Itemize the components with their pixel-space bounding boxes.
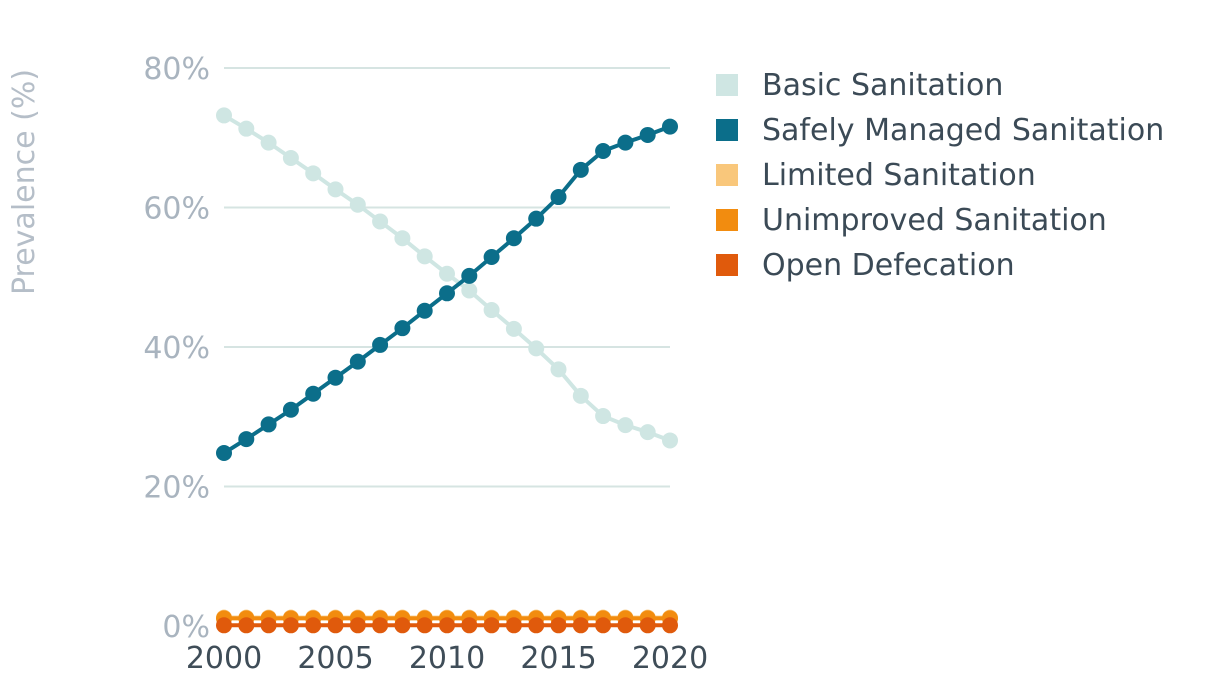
data-point: [372, 336, 389, 353]
data-point: [461, 617, 478, 634]
data-point: [394, 230, 411, 247]
data-point: [260, 134, 277, 151]
data-point: [238, 120, 255, 137]
data-point: [394, 320, 411, 337]
legend-item: Limited Sanitation: [716, 158, 1036, 193]
data-point: [639, 617, 656, 634]
data-point: [617, 617, 634, 634]
data-point: [528, 340, 545, 357]
data-point: [617, 134, 634, 151]
data-point: [572, 617, 589, 634]
data-point: [528, 210, 545, 227]
data-point: [595, 617, 612, 634]
data-point: [461, 282, 478, 299]
legend-swatch: [716, 74, 738, 96]
data-point: [349, 196, 366, 213]
data-point: [327, 181, 344, 198]
data-point: [595, 408, 612, 425]
data-point: [572, 161, 589, 178]
data-point: [327, 617, 344, 634]
series-basic-sanitation: [216, 107, 678, 449]
legend-label: Open Defecation: [762, 248, 1015, 283]
data-point: [282, 617, 299, 634]
series-layer: [216, 107, 678, 634]
data-point: [394, 617, 411, 634]
data-point: [595, 143, 612, 160]
data-point: [505, 617, 522, 634]
x-tick-label: 2015: [520, 641, 596, 676]
y-tick-label: 80%: [143, 52, 210, 87]
legend-swatch: [716, 209, 738, 231]
data-point: [572, 387, 589, 404]
legend-item: Unimproved Sanitation: [716, 203, 1107, 238]
data-point: [305, 165, 322, 182]
data-point: [528, 617, 545, 634]
data-point: [349, 617, 366, 634]
data-point: [349, 353, 366, 370]
data-point: [416, 248, 433, 265]
series-safely-managed-sanitation: [216, 118, 678, 462]
data-point: [483, 302, 500, 319]
x-tick-label: 2010: [409, 641, 485, 676]
data-point: [282, 149, 299, 166]
data-point: [639, 424, 656, 441]
x-tick-label: 2000: [186, 641, 262, 676]
legend-swatch: [716, 164, 738, 186]
data-point: [238, 431, 255, 448]
data-point: [550, 617, 567, 634]
y-tick-label: 0%: [162, 610, 210, 645]
data-point: [327, 369, 344, 386]
legend: Basic Sanitation Safely Managed Sanitatio…: [716, 68, 1164, 283]
x-tick-label: 2005: [297, 641, 373, 676]
data-point: [662, 432, 678, 449]
data-point: [550, 189, 567, 206]
data-point: [260, 617, 277, 634]
data-point: [505, 320, 522, 337]
grid-lines: [224, 67, 670, 488]
legend-item: Safely Managed Sanitation: [716, 113, 1164, 148]
legend-item: Basic Sanitation: [716, 68, 1003, 103]
y-tick-label: 40%: [143, 331, 210, 366]
legend-swatch: [716, 254, 738, 276]
data-point: [483, 249, 500, 266]
data-point: [662, 118, 678, 135]
x-axis-ticks: 2000 2005 2010 2015 2020: [186, 641, 708, 676]
data-point: [372, 213, 389, 230]
data-point: [505, 230, 522, 247]
data-point: [305, 617, 322, 634]
data-point: [617, 417, 634, 434]
data-point: [305, 385, 322, 402]
y-axis-label: Prevalence (%): [7, 69, 42, 295]
data-point: [662, 617, 678, 634]
legend-label: Basic Sanitation: [762, 68, 1003, 103]
data-point: [416, 302, 433, 319]
data-point: [216, 107, 232, 124]
legend-label: Safely Managed Sanitation: [762, 113, 1164, 148]
x-tick-label: 2020: [632, 641, 708, 676]
data-point: [439, 265, 455, 282]
y-tick-label: 20%: [143, 471, 210, 506]
legend-swatch: [716, 119, 738, 141]
data-point: [639, 126, 656, 143]
data-point: [439, 285, 455, 302]
data-point: [483, 617, 500, 634]
data-point: [260, 416, 277, 433]
data-point: [372, 617, 389, 634]
data-point: [216, 617, 232, 634]
legend-label: Unimproved Sanitation: [762, 203, 1107, 238]
legend-item: Open Defecation: [716, 248, 1015, 283]
y-tick-label: 60%: [143, 192, 210, 227]
data-point: [416, 617, 433, 634]
data-point: [439, 617, 455, 634]
y-axis-ticks: 0% 20% 40% 60% 80%: [143, 52, 210, 645]
legend-label: Limited Sanitation: [762, 158, 1036, 193]
data-point: [216, 445, 232, 462]
data-point: [461, 267, 478, 284]
data-point: [550, 361, 567, 378]
data-point: [238, 617, 255, 634]
data-point: [282, 401, 299, 418]
series-open-defecation: [216, 617, 678, 634]
